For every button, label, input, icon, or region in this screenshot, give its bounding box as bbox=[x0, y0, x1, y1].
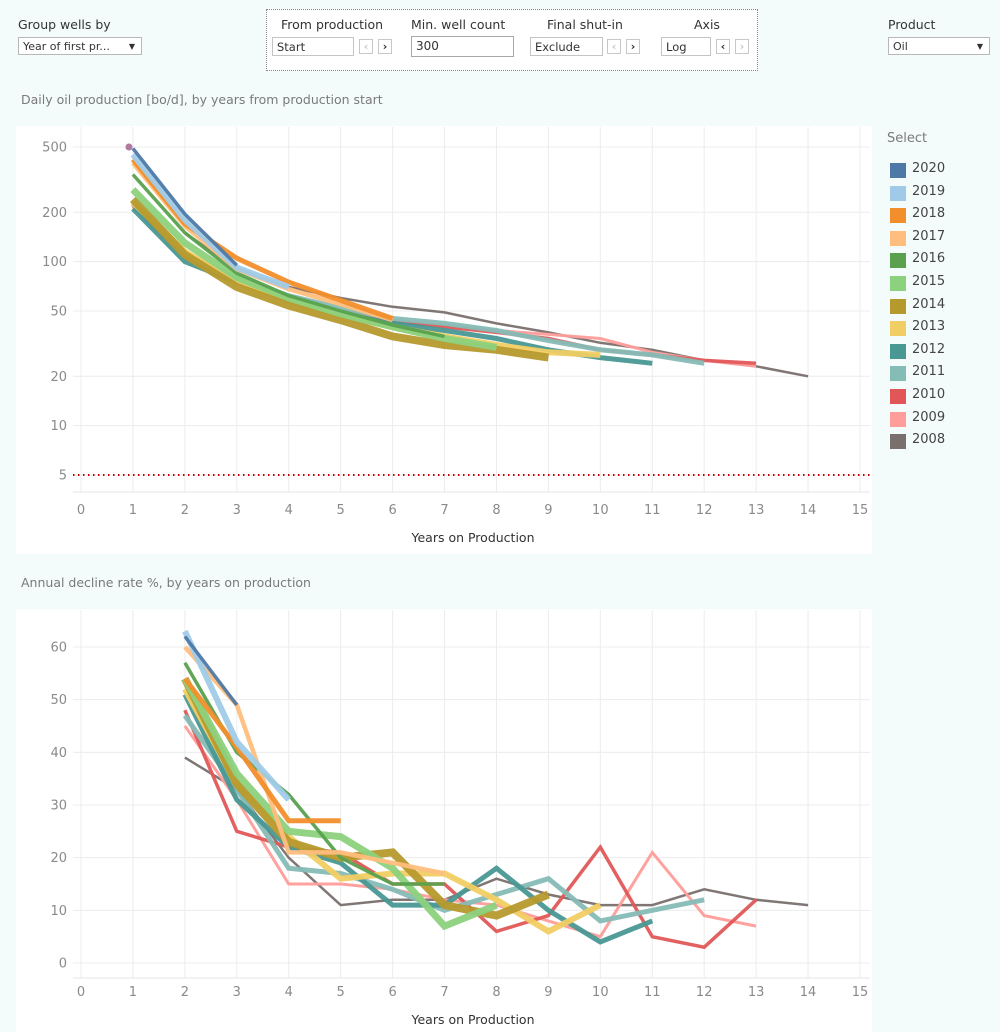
production-chart-panel bbox=[16, 126, 872, 554]
from-production-prev-button[interactable]: ‹ bbox=[359, 39, 373, 54]
legend-label: 2015 bbox=[912, 274, 946, 289]
axis-prev-button[interactable]: ‹ bbox=[716, 39, 730, 54]
legend-label: 2014 bbox=[912, 296, 946, 312]
product-value: Oil bbox=[893, 40, 908, 53]
group-by-dropdown[interactable]: Year of first pr... ▼ bbox=[18, 37, 142, 55]
min-well-count-field[interactable]: 300 bbox=[411, 36, 514, 57]
axis-next-button[interactable]: › bbox=[735, 39, 749, 54]
chevron-down-icon: ▼ bbox=[128, 42, 135, 51]
legend-swatch bbox=[890, 253, 906, 269]
axis-label: Axis bbox=[694, 17, 720, 32]
group-by-label: Group wells by bbox=[18, 17, 111, 32]
legend-title: Select bbox=[887, 131, 928, 146]
legend-label: 2020 bbox=[912, 161, 946, 176]
product-label: Product bbox=[888, 17, 936, 32]
from-production-field[interactable]: Start bbox=[272, 37, 354, 56]
legend-label: 2017 bbox=[912, 228, 946, 244]
legend-label: 2019 bbox=[912, 183, 946, 199]
legend-label: 2012 bbox=[912, 341, 946, 357]
legend-swatch bbox=[890, 321, 906, 337]
group-by-value: Year of first pr... bbox=[23, 40, 110, 53]
final-shut-in-field[interactable]: Exclude bbox=[530, 37, 603, 56]
legend-swatch bbox=[890, 208, 906, 224]
legend-label: 2016 bbox=[912, 251, 946, 267]
legend-label: 2008 bbox=[912, 432, 946, 448]
legend-swatch bbox=[890, 366, 906, 382]
legend-label: 2009 bbox=[912, 409, 946, 425]
final-shut-in-next-button[interactable]: › bbox=[626, 39, 640, 54]
legend-label: 2010 bbox=[912, 387, 946, 402]
min-well-count-label: Min. well count bbox=[411, 17, 506, 32]
production-chart-title: Daily oil production [bo/d], by years fr… bbox=[21, 92, 383, 107]
legend-swatch bbox=[890, 389, 906, 404]
legend-swatch bbox=[890, 343, 906, 359]
legend-swatch bbox=[890, 185, 906, 201]
axis-field[interactable]: Log bbox=[661, 37, 711, 56]
legend-label: 2018 bbox=[912, 206, 946, 222]
legend-label: 2011 bbox=[912, 364, 946, 380]
from-production-next-button[interactable]: › bbox=[378, 39, 392, 54]
legend-swatch bbox=[890, 411, 906, 427]
chevron-down-icon: ▼ bbox=[976, 42, 983, 51]
final-shut-in-prev-button[interactable]: ‹ bbox=[607, 39, 621, 54]
from-production-label: From production bbox=[281, 17, 384, 32]
legend-swatch bbox=[890, 298, 906, 314]
legend-label: 2013 bbox=[912, 319, 946, 335]
legend-swatch bbox=[890, 434, 906, 450]
legend-swatch bbox=[890, 276, 906, 291]
decline-chart-title: Annual decline rate %, by years on produ… bbox=[21, 575, 311, 590]
legend-swatch bbox=[890, 163, 906, 178]
product-dropdown[interactable]: Oil ▼ bbox=[888, 37, 990, 55]
final-shut-in-label: Final shut-in bbox=[547, 17, 623, 32]
decline-chart-panel bbox=[16, 609, 872, 1032]
legend-swatch bbox=[890, 230, 906, 246]
